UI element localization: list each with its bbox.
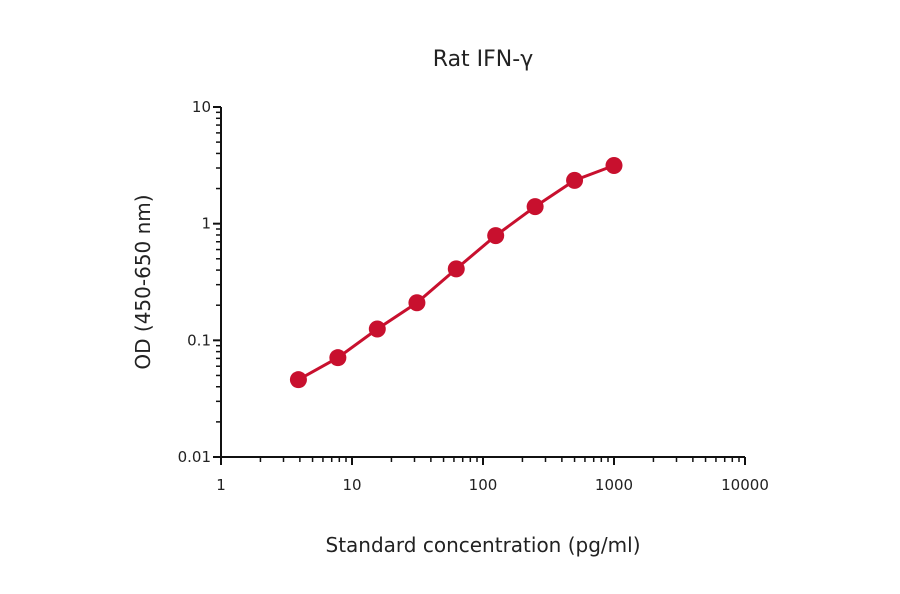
data-point xyxy=(408,294,426,312)
axes: 1 10 100 1000 10000 0.01 0.1 1 10 xyxy=(178,98,769,494)
data-point xyxy=(447,260,465,278)
series-marks xyxy=(289,157,623,389)
x-axis-label: Standard concentration (pg/ml) xyxy=(326,533,641,557)
x-tick-label: 1 xyxy=(216,476,226,494)
y-tick-label: 0.1 xyxy=(187,331,211,349)
y-tick-label: 0.01 xyxy=(178,448,211,466)
x-tick-label: 1000 xyxy=(595,476,633,494)
chart-title: Rat IFN-γ xyxy=(433,47,533,72)
data-point xyxy=(605,157,623,175)
data-point xyxy=(289,371,307,389)
y-tick-label: 1 xyxy=(201,215,211,233)
data-point xyxy=(329,349,347,367)
y-axis-label: OD (450-650 nm) xyxy=(131,194,155,369)
data-point xyxy=(526,198,544,216)
data-point xyxy=(368,320,386,338)
x-tick-label: 100 xyxy=(469,476,498,494)
y-tick-label: 10 xyxy=(192,98,211,116)
data-point xyxy=(566,171,584,189)
x-tick-label: 10000 xyxy=(721,476,769,494)
x-tick-label: 10 xyxy=(342,476,361,494)
data-point xyxy=(487,227,505,245)
